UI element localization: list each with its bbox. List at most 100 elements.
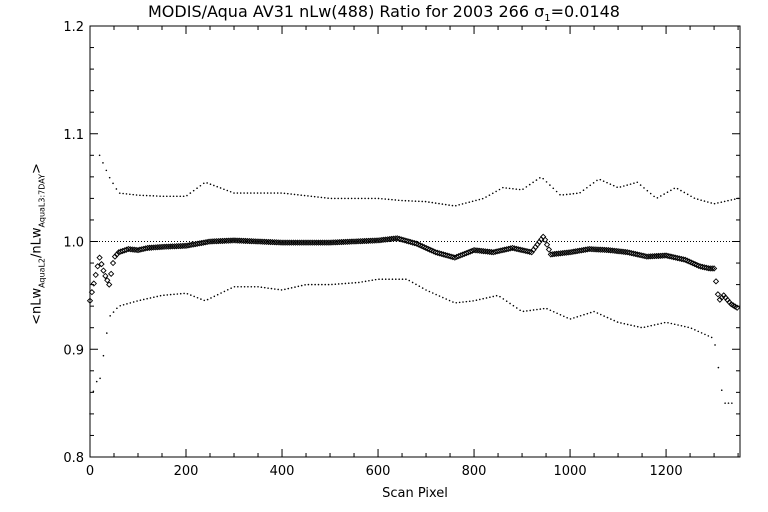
envelope-dot: [108, 176, 111, 179]
data-point: [470, 246, 478, 254]
envelope-dot: [183, 292, 185, 295]
envelope-dot: [196, 187, 198, 189]
envelope-dot: [408, 279, 411, 282]
envelope-dot: [317, 196, 319, 198]
envelope-dot: [229, 190, 232, 193]
envelope-dot: [559, 193, 561, 196]
envelope-dot: [505, 187, 508, 189]
envelope-dot: [586, 312, 589, 315]
x-tick-label: 400: [270, 464, 295, 479]
data-point: [661, 252, 668, 259]
data-point: [622, 248, 629, 256]
envelope-dot: [276, 192, 279, 194]
envelope-dot: [532, 181, 534, 184]
envelope-dot: [98, 154, 101, 157]
data-point: [104, 277, 111, 284]
envelope-dot: [478, 198, 481, 201]
data-point: [436, 250, 443, 257]
y-tick-label: 0.8: [63, 451, 84, 466]
envelope-dot: [733, 198, 736, 200]
envelope-dot: [700, 199, 702, 201]
envelope-dot: [515, 307, 518, 309]
data-point: [632, 250, 639, 258]
x-tick-label: 1000: [554, 464, 587, 479]
envelope-dot: [153, 296, 155, 299]
envelope-dot: [173, 293, 175, 296]
envelope-dot: [465, 300, 468, 303]
envelope-dot: [126, 303, 128, 305]
envelope-dot: [512, 304, 515, 307]
envelope-dot: [398, 278, 400, 281]
envelope-dot: [364, 280, 367, 283]
envelope-dot: [626, 184, 628, 186]
envelope-dot: [704, 333, 706, 336]
envelope-dot: [256, 192, 259, 194]
data-point: [263, 238, 270, 246]
envelope-dot: [626, 323, 629, 326]
envelope-dot: [223, 188, 225, 191]
data-point: [697, 263, 704, 270]
envelope-dot: [106, 332, 108, 334]
envelope-dot: [455, 301, 458, 304]
data-point: [230, 237, 238, 244]
envelope-dot: [542, 307, 545, 310]
data-point: [106, 281, 113, 288]
data-point: [522, 247, 530, 255]
data-point: [618, 248, 626, 255]
envelope-dot: [535, 179, 538, 181]
envelope-dot: [421, 200, 424, 203]
envelope-dot: [179, 292, 182, 295]
data-point: [107, 270, 115, 277]
envelope-dot: [284, 288, 286, 291]
envelope-dot: [694, 329, 696, 331]
envelope-dot: [445, 298, 448, 300]
envelope-dot: [327, 283, 330, 286]
envelope-dot: [448, 299, 451, 302]
envelope-dot: [606, 316, 609, 319]
envelope-dot: [277, 288, 279, 291]
title-suffix: =0.0148: [550, 2, 620, 21]
envelope-dot: [434, 202, 437, 204]
envelope-dot: [169, 195, 171, 198]
ylabel-mid: /nLw: [29, 227, 45, 258]
envelope-dot: [159, 294, 162, 297]
data-point: [405, 238, 412, 245]
envelope-dot: [482, 297, 484, 300]
envelope-dot: [441, 203, 444, 205]
envelope-dot: [350, 197, 353, 200]
data-point: [86, 297, 94, 304]
envelope-dot: [159, 195, 161, 197]
envelope-dot: [216, 185, 219, 188]
y-tick-label: 1.1: [63, 128, 84, 143]
envelope-dot: [563, 315, 565, 318]
data-point: [238, 237, 245, 244]
data-point: [595, 246, 602, 253]
envelope-dot: [354, 197, 356, 200]
envelope-dot: [391, 198, 393, 201]
envelope-dot: [388, 278, 390, 281]
data-point: [109, 259, 117, 267]
envelope-dot: [579, 191, 581, 194]
data-point: [710, 265, 718, 272]
envelope-dot: [612, 184, 615, 187]
envelope-dot: [377, 197, 380, 200]
envelope-dot: [243, 285, 246, 288]
envelope-dot: [401, 278, 404, 281]
data-point: [396, 235, 403, 242]
envelope-dot: [452, 301, 454, 303]
envelope-dot: [344, 197, 346, 200]
envelope-dot: [629, 183, 632, 185]
envelope-dot: [243, 192, 245, 194]
envelope-dot: [367, 197, 370, 200]
data-point: [394, 235, 401, 242]
envelope-dot: [727, 199, 729, 202]
envelope-dot: [575, 192, 578, 195]
envelope-dot: [99, 377, 101, 380]
envelope-dot: [502, 298, 505, 300]
data-point: [680, 256, 687, 263]
envelope-dot: [713, 202, 716, 205]
envelope-dot: [609, 183, 612, 185]
data-point: [234, 237, 241, 244]
envelope-dot: [562, 194, 565, 196]
data-point: [733, 304, 741, 311]
